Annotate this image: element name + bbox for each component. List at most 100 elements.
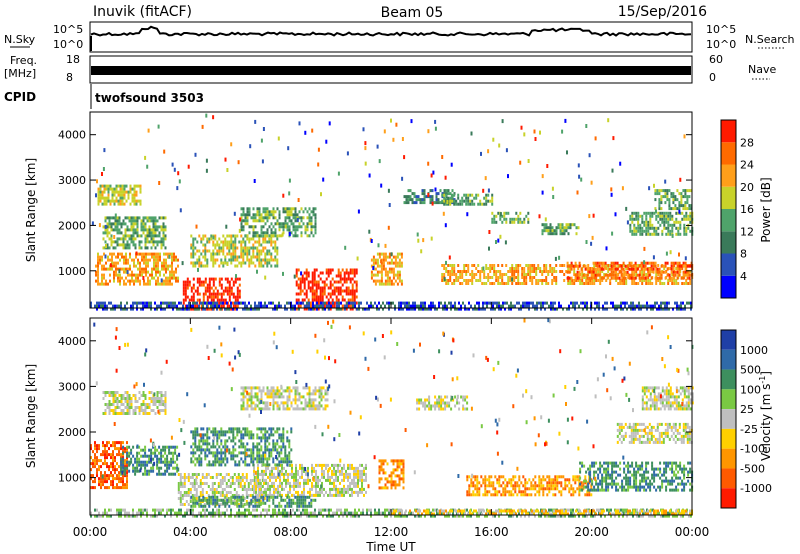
data-cell	[641, 232, 644, 236]
data-cell	[631, 282, 634, 285]
data-cell	[181, 494, 184, 497]
data-cell	[280, 495, 283, 499]
data-cell	[359, 472, 361, 476]
data-cell	[148, 304, 150, 308]
data-cell	[150, 448, 153, 452]
data-cell	[521, 270, 524, 273]
data-cell	[248, 225, 251, 229]
data-cell	[319, 298, 322, 302]
data-cell	[335, 289, 338, 293]
data-cell	[159, 273, 161, 277]
data-cell	[224, 243, 227, 247]
data-cell	[545, 264, 548, 267]
data-cell	[343, 478, 345, 482]
data-cell	[321, 469, 323, 473]
data-cell	[605, 279, 608, 282]
data-cell	[656, 267, 659, 271]
data-cell	[298, 498, 301, 502]
data-cell	[669, 223, 672, 227]
data-cell	[160, 228, 163, 232]
data-cell	[263, 488, 266, 491]
data-cell	[641, 220, 644, 224]
data-cell	[198, 498, 201, 502]
data-cell	[120, 453, 122, 457]
data-cell	[143, 261, 145, 265]
data-cell	[150, 216, 153, 220]
data-cell	[287, 481, 289, 485]
data-cell	[255, 476, 258, 479]
data-cell	[238, 292, 241, 296]
data-cell	[465, 202, 468, 206]
data-cell	[276, 495, 279, 499]
data-cell	[252, 219, 255, 223]
data-cell	[299, 283, 302, 287]
data-cell	[278, 222, 281, 226]
data-cell	[99, 187, 102, 191]
data-cell	[327, 298, 330, 302]
data-cell	[117, 261, 119, 265]
data-cell	[100, 465, 102, 469]
data-cell	[599, 276, 602, 279]
data-cell	[311, 280, 314, 284]
data-cell	[690, 301, 692, 305]
data-cell	[477, 270, 480, 273]
data-cell	[242, 255, 245, 259]
data-cell	[258, 304, 260, 308]
data-cell	[271, 475, 273, 479]
data-cell	[612, 267, 615, 271]
data-cell	[309, 487, 311, 491]
data-cell	[228, 504, 231, 508]
data-cell	[680, 264, 683, 268]
data-cell	[240, 501, 243, 505]
data-cell	[644, 264, 647, 268]
data-cell	[664, 201, 667, 205]
data-cell	[114, 468, 116, 472]
data-cell	[640, 276, 643, 280]
data-cell	[222, 264, 225, 268]
data-cell	[643, 211, 646, 215]
data-cell	[149, 252, 151, 256]
data-cell	[441, 264, 444, 267]
data-cell	[487, 279, 490, 282]
data-cell	[126, 307, 128, 311]
data-cell	[196, 258, 199, 262]
data-cell	[110, 216, 113, 220]
data-cell	[270, 237, 273, 241]
data-cell	[114, 486, 116, 490]
data-cell	[108, 477, 110, 481]
data-cell	[210, 234, 213, 238]
data-cell	[386, 273, 389, 277]
data-cell	[113, 252, 115, 256]
data-cell	[262, 246, 265, 250]
data-cell	[184, 289, 187, 293]
data-cell	[688, 301, 690, 305]
data-cell	[602, 304, 604, 308]
data-cell	[152, 243, 155, 247]
data-cell	[207, 473, 210, 476]
data-cell	[216, 495, 219, 499]
data-cell	[310, 210, 313, 214]
data-cell	[671, 217, 674, 221]
data-cell	[153, 255, 155, 259]
data-cell	[204, 301, 206, 305]
data-cell	[574, 304, 576, 308]
data-cell	[471, 282, 474, 285]
data-cell	[534, 137, 537, 141]
data-cell	[90, 304, 92, 308]
data-cell	[100, 453, 102, 457]
data-cell	[149, 273, 151, 277]
data-cell	[260, 228, 263, 232]
data-cell	[445, 279, 448, 282]
data-cell	[268, 240, 271, 244]
data-cell	[232, 234, 235, 238]
data-cell	[443, 189, 446, 193]
data-cell	[194, 237, 197, 241]
data-cell	[311, 283, 314, 287]
data-cell	[260, 249, 263, 253]
data-cell	[301, 469, 303, 473]
data-cell	[108, 486, 110, 490]
data-cell	[441, 192, 444, 196]
data-cell	[578, 264, 581, 268]
data-cell	[600, 261, 603, 265]
data-cell	[104, 307, 106, 311]
